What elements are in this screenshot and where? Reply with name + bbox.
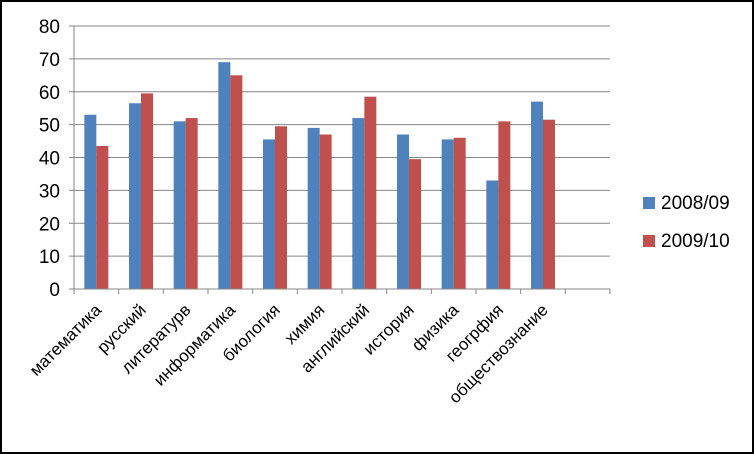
y-tick-label: 80 — [39, 17, 60, 38]
bar — [531, 101, 543, 289]
y-tick-label: 40 — [39, 149, 60, 170]
x-axis: математикарусскийлитературвинформатикаби… — [26, 288, 611, 407]
legend-label: 2008/09 — [661, 193, 730, 214]
bar — [409, 159, 421, 289]
y-tick-label: 10 — [39, 247, 60, 268]
legend-label: 2009/10 — [661, 231, 730, 252]
bar — [364, 96, 377, 290]
y-tick-label: 70 — [39, 50, 60, 71]
bar — [173, 121, 186, 290]
y-tick-label: 50 — [39, 116, 60, 137]
bar — [397, 134, 409, 289]
legend-swatch — [643, 197, 655, 209]
y-axis: 0 10 20 30 40 50 60 70 80 — [39, 17, 75, 301]
legend: 2008/09 2009/10 — [643, 193, 730, 252]
bar — [543, 119, 555, 289]
bar — [319, 134, 332, 289]
bar — [141, 93, 153, 289]
bar — [230, 75, 243, 289]
y-tick-label: 20 — [39, 214, 60, 235]
bar — [453, 137, 466, 289]
bar — [498, 121, 511, 290]
y-tick-label: 60 — [39, 83, 60, 104]
legend-swatch — [643, 235, 655, 247]
bar — [441, 139, 454, 289]
x-tick-label: математика — [26, 300, 106, 380]
bar — [352, 118, 365, 289]
bar — [96, 145, 109, 289]
bars — [84, 62, 555, 290]
bar — [218, 62, 231, 289]
gridlines — [74, 25, 610, 290]
bar — [84, 114, 97, 289]
bar — [129, 103, 141, 289]
bar — [263, 139, 275, 289]
bar — [275, 126, 287, 289]
y-tick-label: 0 — [49, 280, 60, 301]
y-tick-label: 30 — [39, 181, 60, 202]
bar — [486, 180, 499, 289]
bar — [307, 127, 320, 289]
bar — [185, 118, 198, 289]
